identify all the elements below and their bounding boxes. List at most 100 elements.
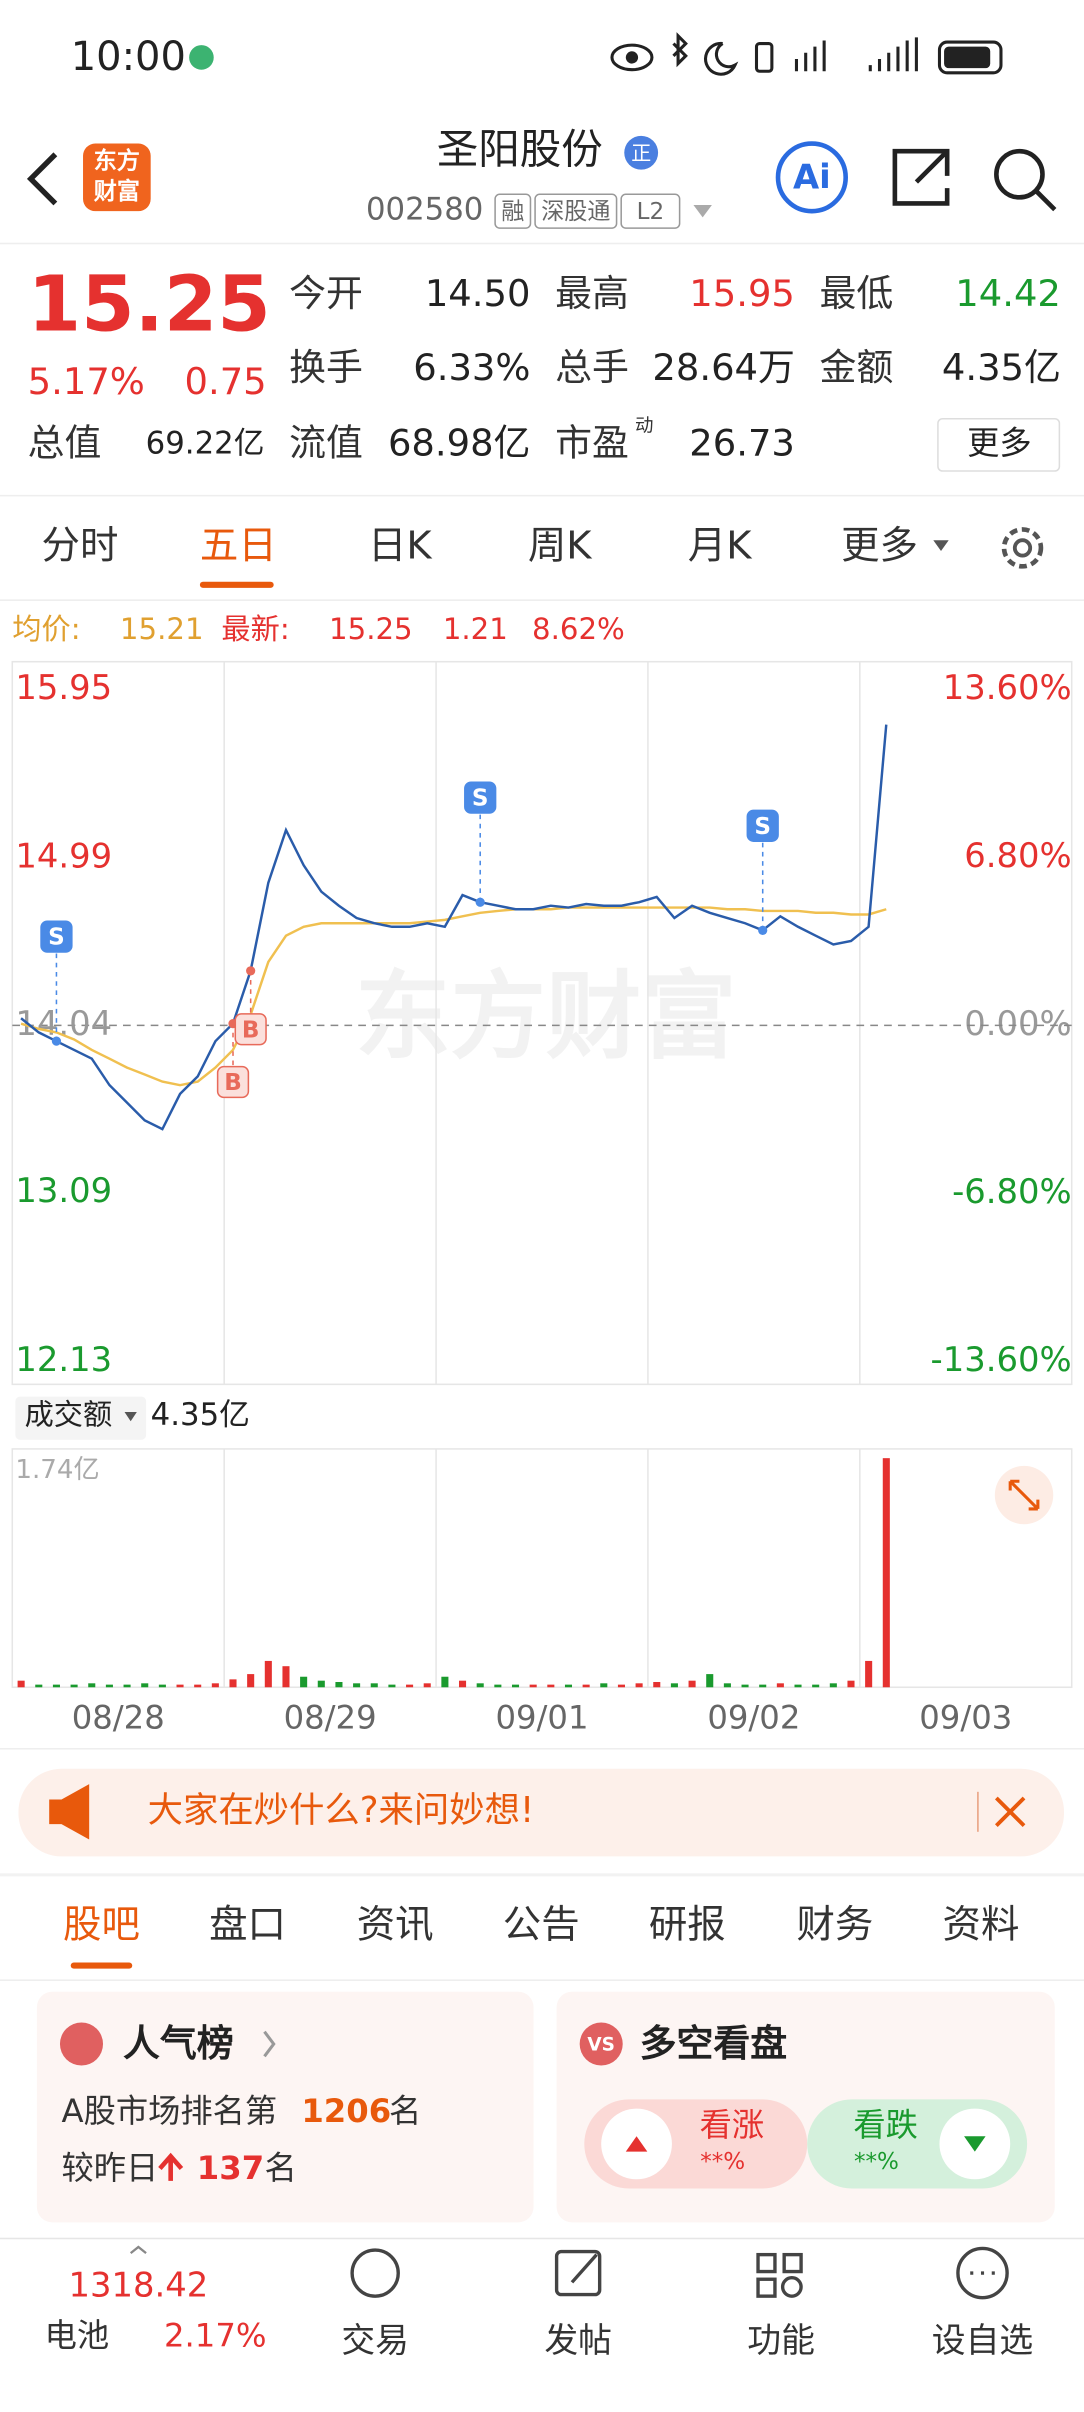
volume-bar [741,1684,749,1688]
tab[interactable]: 日K [368,523,432,568]
nav-icons [350,2246,1009,2300]
volume-bar [882,1458,890,1688]
section-tab[interactable]: 股吧 [63,1903,140,1948]
marker-badge [40,920,73,953]
tab[interactable]: 月K [688,523,752,568]
y-tick-label: 14.99 [15,837,112,876]
latest-pct: 8.62% [532,612,625,646]
volume-bar [353,1683,361,1688]
last-price: 15.25 [28,261,271,350]
tag: 融 [501,199,524,225]
volume-bar [423,1683,431,1688]
search-handle [1034,189,1057,212]
stat-label: 最高 [555,272,629,315]
tab[interactable]: 五日 [200,523,277,568]
stat-value: 6.33% [413,346,530,389]
x-tick-label: 08/29 [284,1699,377,1737]
volume-bar [317,1680,325,1688]
section-tab[interactable]: 资讯 [357,1903,434,1948]
card-rank: 1206 [301,2092,391,2130]
stat-label: 换手 [289,346,363,389]
tab[interactable]: 更多 [841,523,918,568]
volume-bar [688,1680,696,1688]
tab[interactable]: 分时 [42,523,119,568]
stock-name: 圣阳股份 [437,125,603,174]
nav-item[interactable]: 发帖 [544,2321,612,2360]
watermark: 东方财富 [355,962,736,1072]
stat-value: 68.98亿 [388,421,531,464]
y2-tick-label: -13.60% [931,1340,1072,1379]
banner-text[interactable]: 大家在炒什么?来问妙想! [148,1790,535,1831]
y2-tick-label: 0.00% [964,1004,1071,1043]
vs-icon [579,2022,623,2066]
tag-box [534,193,618,229]
volume-bar [723,1683,731,1688]
y-tick-label: 13.09 [15,1171,112,1210]
volume-bar [776,1683,784,1688]
marker-dot [758,925,768,935]
stat-value: 69.22亿 [146,425,265,461]
more-label[interactable]: 更多 [967,424,1032,462]
volume-bar [759,1684,767,1688]
section-tab[interactable]: 资料 [943,1903,1020,1948]
volume-tick-label: 1.74亿 [15,1455,99,1485]
share-button[interactable] [892,148,950,206]
divider [0,1979,1084,1981]
volume-bar [88,1683,96,1688]
volume-bar [529,1684,537,1688]
section-tab[interactable]: 财务 [796,1903,873,1948]
volume-selector[interactable] [15,1396,147,1440]
settings-center [1012,538,1033,558]
stat-label: 最低 [820,272,894,315]
volume-bar [17,1680,25,1688]
stat-label: 金额 [820,346,894,389]
card-text: A股市场排名第 [62,2092,278,2130]
x-tick-label: 09/01 [496,1699,589,1737]
volume-bar [706,1674,714,1688]
search-button[interactable] [994,148,1045,200]
tab[interactable]: 周K [528,523,592,568]
volume-bar [582,1684,590,1688]
avg-label: 均价: [12,612,80,646]
volume-bar [547,1684,555,1688]
banner[interactable] [18,1768,1065,1857]
popular-icon [59,2022,104,2066]
bear-value: **% [854,2149,899,2175]
status-time: 10:00 [71,34,186,80]
back-button[interactable] [26,152,58,206]
volume-bar [70,1684,78,1688]
section-tab[interactable]: 公告 [503,1903,580,1948]
nav-item[interactable]: 功能 [747,2321,815,2360]
tag-box [494,193,532,229]
status-icons [610,32,1003,76]
bull-arrow [625,2136,648,2152]
volume-bar [370,1683,378,1688]
banner-close[interactable] [994,1796,1026,1828]
card-text: 较昨日 [62,2149,159,2187]
expand-icon [1008,1479,1040,1511]
volume-bar [335,1681,343,1688]
settings-button[interactable] [1001,527,1044,569]
section-tab[interactable]: 盘口 [209,1903,286,1948]
nav-item[interactable]: 交易 [341,2321,409,2360]
nav-index[interactable]: 1318.42 [68,2265,208,2304]
card-text: 名 [389,2092,421,2130]
latest-change: 1.21 [443,612,508,646]
volume-bar [388,1684,396,1688]
ai-button[interactable] [775,141,848,214]
x-tick-label: 08/28 [72,1699,165,1737]
bull-label: 看涨 [700,2106,765,2144]
tag: 深股通 [541,199,610,225]
tab-underline [199,581,274,588]
stat-value: 4.35亿 [942,346,1061,389]
nav-sector: 电池 [45,2317,110,2355]
wechat-icon [189,45,214,70]
more-button[interactable] [937,417,1061,472]
nav-item[interactable]: 设自选 [932,2321,1033,2360]
dropdown[interactable] [693,205,712,218]
price-line [20,906,887,1087]
volume-bar [247,1674,255,1688]
stat-label: 总值 [28,421,102,464]
section-tab[interactable]: 研报 [649,1903,726,1948]
